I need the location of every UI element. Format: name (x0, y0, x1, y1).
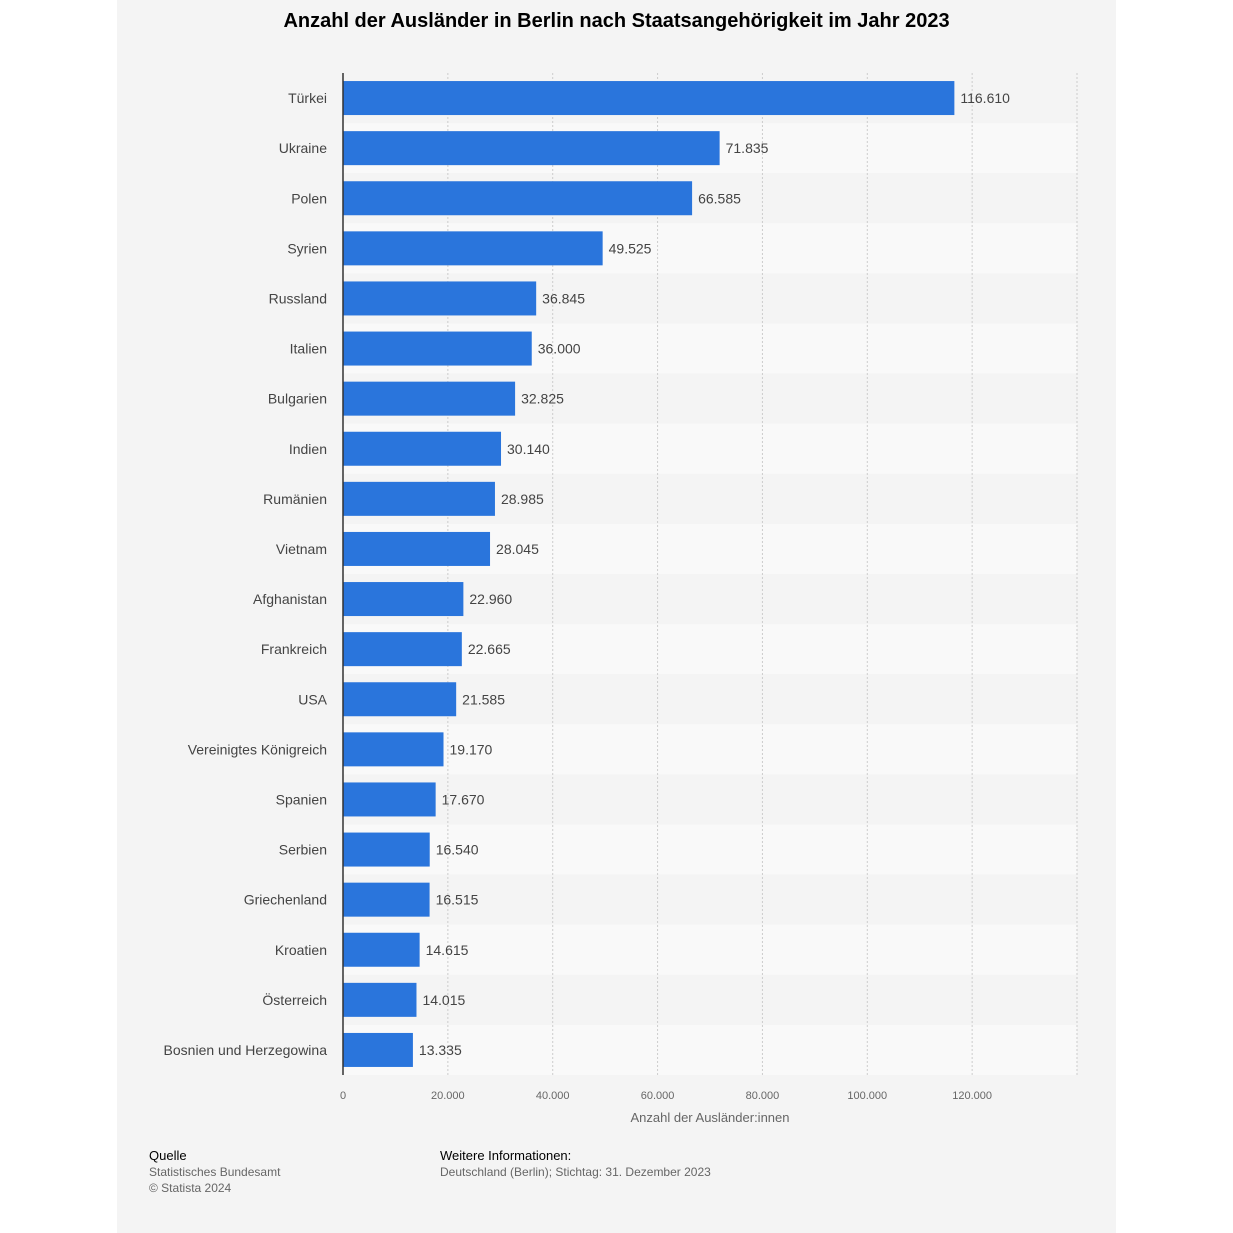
category-label: Kroatien (275, 942, 327, 958)
source-heading: Quelle (149, 1148, 187, 1163)
bar (343, 682, 457, 717)
bar (343, 832, 430, 867)
bar (343, 131, 720, 166)
row-band (343, 1024, 1077, 1075)
category-label: Griechenland (244, 892, 327, 908)
chart-title: Anzahl der Ausländer in Berlin nach Staa… (283, 10, 950, 32)
category-label: Serbien (279, 842, 327, 858)
row-band (343, 974, 1077, 1025)
category-label: Bulgarien (268, 391, 327, 407)
category-label: Vietnam (276, 541, 327, 557)
source-block: Quelle Statistisches Bundesamt © Statist… (149, 1148, 280, 1196)
bar (343, 582, 464, 617)
category-label: Rumänien (263, 491, 327, 507)
value-label: 16.515 (436, 892, 479, 908)
bar (343, 632, 462, 667)
value-label: 71.835 (726, 140, 769, 156)
x-tick-label: 20.000 (431, 1090, 465, 1102)
source-line: Statistisches Bundesamt (149, 1165, 281, 1179)
category-label: Ukraine (279, 140, 327, 156)
value-label: 32.825 (521, 391, 564, 407)
x-tick-label: 40.000 (536, 1090, 570, 1102)
bar (343, 231, 603, 266)
category-label: Italien (290, 341, 327, 357)
value-label: 36.000 (538, 341, 581, 357)
value-label: 21.585 (462, 691, 505, 707)
value-label: 116.610 (960, 90, 1010, 106)
bar (343, 181, 693, 216)
bar (343, 1032, 413, 1067)
row-band (343, 774, 1077, 825)
x-tick-label: 120.000 (952, 1090, 992, 1102)
category-label: Türkei (288, 90, 327, 106)
bar (343, 331, 532, 366)
bar (343, 531, 491, 566)
row-band (343, 874, 1077, 925)
info-block: Weitere Informationen: Deutschland (Berl… (440, 1148, 711, 1180)
category-label: Polen (291, 190, 327, 206)
info-heading: Weitere Informationen: (440, 1148, 572, 1163)
category-label: Afghanistan (253, 591, 327, 607)
category-label: Syrien (287, 240, 327, 256)
x-tick-label: 80.000 (746, 1090, 780, 1102)
x-axis-title: Anzahl der Ausländer:innen (630, 1110, 790, 1125)
value-label: 36.845 (542, 290, 585, 306)
bar (343, 882, 430, 917)
category-label: Russland (269, 290, 327, 306)
value-label: 13.335 (419, 1042, 462, 1058)
value-label: 22.960 (469, 591, 512, 607)
info-line: Deutschland (Berlin); Stichtag: 31. Deze… (440, 1165, 711, 1179)
row-band (343, 724, 1077, 775)
row-band (343, 924, 1077, 975)
category-label: Österreich (262, 991, 327, 1008)
value-label: 30.140 (507, 441, 550, 457)
bar (343, 481, 495, 516)
category-label: Frankreich (261, 641, 327, 657)
row-band (343, 624, 1077, 675)
row-band (343, 824, 1077, 875)
category-label: USA (298, 691, 327, 707)
category-label: Bosnien und Herzegowina (164, 1042, 328, 1058)
value-label: 49.525 (609, 240, 652, 256)
row-band (343, 674, 1077, 725)
row-band (343, 574, 1077, 625)
category-label: Spanien (276, 791, 327, 807)
value-label: 14.615 (426, 942, 469, 958)
category-label: Vereinigtes Königreich (188, 741, 327, 757)
bar (343, 982, 417, 1017)
bar (343, 932, 420, 967)
value-label: 17.670 (442, 791, 485, 807)
bar (343, 281, 537, 316)
bar (343, 782, 436, 817)
value-label: 66.585 (698, 190, 741, 206)
x-tick-label: 100.000 (847, 1090, 887, 1102)
value-label: 28.985 (501, 491, 544, 507)
copyright-line: © Statista 2024 (149, 1181, 232, 1195)
x-tick-label: 60.000 (641, 1090, 675, 1102)
x-tick-label: 0 (340, 1090, 346, 1102)
bar (343, 732, 444, 767)
value-label: 16.540 (436, 842, 479, 858)
bar (343, 431, 502, 466)
value-label: 22.665 (468, 641, 511, 657)
value-label: 14.015 (422, 992, 465, 1008)
bar (343, 381, 516, 416)
bar (343, 81, 955, 116)
category-label: Indien (289, 441, 327, 457)
value-label: 28.045 (496, 541, 539, 557)
value-label: 19.170 (450, 741, 493, 757)
